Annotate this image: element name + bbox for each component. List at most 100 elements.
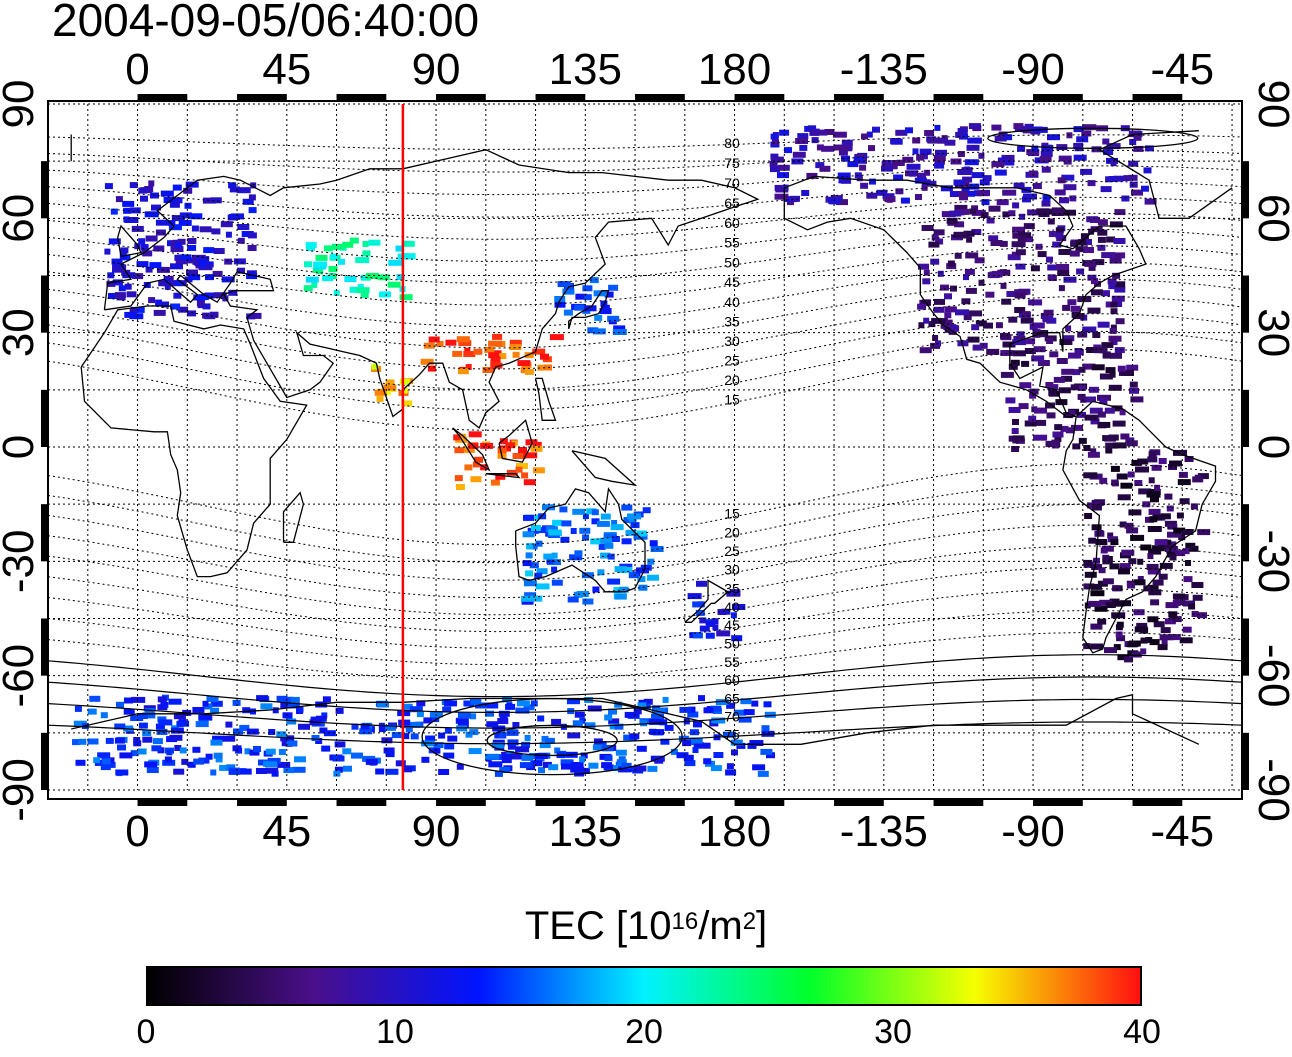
tec-cell [576,591,589,597]
tec-cell [769,166,780,173]
tec-cell [332,755,345,762]
tec-cell [330,253,338,260]
tec-cell [1053,376,1065,383]
lon-label-top: -135 [840,45,928,94]
tec-cell [170,727,184,734]
coastline [103,149,760,429]
tec-cell [574,711,585,718]
tec-cell [983,322,993,329]
tec-cell [1128,558,1137,565]
tec-cell [228,768,240,775]
tec-cell [964,159,979,166]
tec-cell [524,368,534,375]
tec-cell [944,293,952,300]
tec-cell [445,339,457,346]
tec-cell [1115,318,1125,325]
tec-cell [932,335,939,341]
tec-cell [830,195,843,202]
tec-cell [505,703,516,710]
tec-cell [1102,578,1114,585]
tec-cell [237,768,252,775]
tec-cell [395,245,403,252]
frame-bar-top [834,94,884,101]
tec-cell [210,769,217,776]
tec-cell [1102,138,1110,145]
tec-cell [188,274,201,281]
tec-cell [567,732,581,739]
tec-cell [1091,278,1098,285]
tec-cell [406,721,421,728]
tec-cell [1054,424,1063,431]
tec-cell [1107,532,1114,539]
tec-cell [1110,539,1119,545]
tec-cell [560,759,574,766]
tec-cell [484,346,495,353]
tec-cell [950,158,962,165]
tec-cell [333,770,341,777]
tec-cell [962,180,970,187]
lat-label-right: 60 [1249,194,1292,243]
coastlines [70,130,1233,745]
tec-cell [256,695,269,702]
contour-label: 45 [724,617,740,633]
tec-cell [498,731,506,738]
tec-cell [1048,389,1057,396]
tec-cell [594,314,603,321]
tec-cell [349,237,359,244]
tec-cell [324,245,333,252]
tec-cell [1141,185,1149,192]
tec-cell [1106,143,1121,150]
tec-cell [304,261,312,268]
tec-cell [224,258,233,265]
tec-cell [499,767,511,773]
tec-cell [833,144,847,151]
tec-cell [1142,501,1151,508]
tec-cell [114,723,126,730]
tec-cell [1115,624,1123,631]
tec-cell [1061,174,1075,181]
tec-cell [1091,524,1102,531]
tec-cell [112,279,123,286]
tec-cell [1034,407,1047,414]
tec-cell [809,129,820,136]
tec-cell [763,701,772,708]
tec-cell [521,595,535,602]
tec-cell [1157,543,1164,550]
tec-cell [1102,352,1111,359]
tec-cell [592,744,603,751]
tec-cell [590,538,601,545]
frame-bar-bottom [1033,799,1083,806]
coastline [1062,400,1217,654]
tec-cell [1161,639,1168,646]
tec-cell [998,131,1008,138]
tec-cell [587,705,602,712]
tec-cell [941,211,956,218]
tec-cell [155,229,166,236]
tec-cell [355,257,370,264]
tec-cell [328,266,338,272]
contour-label: 55 [724,654,740,670]
tec-cell [360,292,369,298]
tec-cell [1120,600,1132,607]
tec-cell [792,151,806,158]
tec-cell [210,700,223,707]
tec-cell [1054,436,1062,442]
tec-cell [716,630,731,637]
tec-cell [1059,197,1069,204]
contour-label: 55 [724,235,740,251]
tec-cell [994,135,1007,142]
tec-cell [1110,465,1120,472]
tec-cell [977,190,989,197]
tec-cell [1150,496,1159,503]
tec-cell [158,280,166,287]
frame-bar-right [1242,732,1249,790]
tec-cell [955,131,963,138]
tec-cell [1094,605,1108,612]
tec-cell [385,379,395,386]
tec-cell [1077,411,1086,418]
tec-cell [456,763,464,770]
tec-cell [1183,576,1193,583]
lat-label-left: -60 [0,644,43,708]
tec-cell [459,433,467,440]
tec-cell [333,290,340,296]
